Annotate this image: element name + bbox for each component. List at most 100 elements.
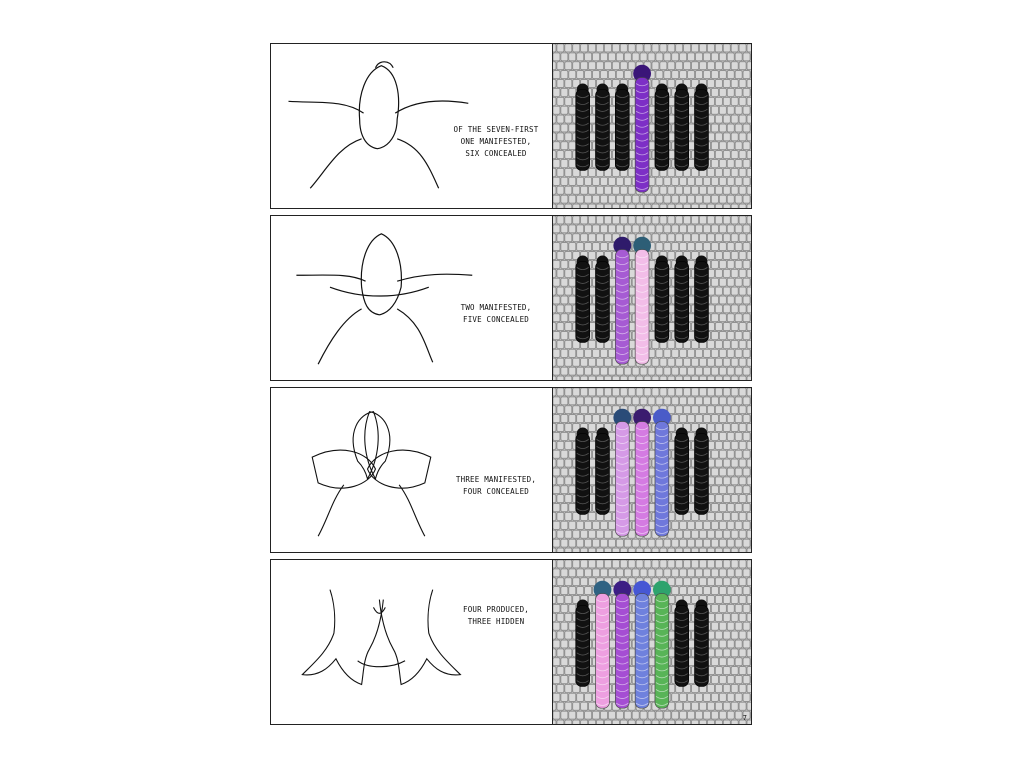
mosaic-tile — [553, 195, 560, 203]
mosaic-tile — [565, 702, 572, 710]
mosaic-tile — [553, 512, 556, 520]
mosaic-tile — [557, 269, 564, 277]
mosaic-tile — [557, 495, 564, 503]
mosaic-tile — [739, 151, 746, 159]
mosaic-tile — [727, 539, 734, 547]
mosaic-tile — [711, 569, 718, 577]
mosaic-tile — [700, 578, 707, 586]
mosaic-tile — [723, 376, 730, 380]
mosaic-tile — [731, 667, 738, 675]
mosaic-tile — [585, 225, 592, 233]
mosaic-tile — [581, 702, 588, 710]
column-body — [635, 78, 649, 193]
mosaic-tile — [719, 658, 726, 666]
mosaic-tile — [727, 88, 734, 96]
mosaic-tile — [715, 424, 722, 432]
mosaic-tile — [672, 587, 679, 595]
mosaic-tile — [565, 97, 572, 105]
mosaic-tile — [735, 676, 742, 684]
mosaic-tile — [561, 693, 568, 701]
mosaic-tile — [553, 97, 556, 105]
mosaic-tile — [601, 367, 608, 375]
mosaic-tile — [652, 376, 659, 380]
mosaic-tile — [696, 539, 703, 547]
mosaic-tile — [553, 569, 560, 577]
mosaic-tile — [565, 530, 572, 538]
mosaic-tile — [604, 376, 611, 380]
mosaic-tile — [569, 468, 576, 476]
mosaic-tile — [692, 376, 699, 380]
mosaic-tile — [680, 225, 687, 233]
mosaic-tile — [735, 260, 742, 268]
mosaic-tile — [668, 548, 675, 552]
mosaic-tile — [620, 62, 627, 70]
mosaic-tile — [553, 287, 556, 295]
mosaic-tile — [688, 177, 695, 185]
mosaic-tile — [743, 225, 750, 233]
mosaic-tile — [700, 560, 707, 568]
mosaic-tile — [707, 80, 714, 88]
mosaic-tile — [656, 177, 663, 185]
mosaic-tile — [565, 578, 572, 586]
concealed-column — [655, 84, 669, 171]
mosaic-tile — [577, 195, 584, 203]
mosaic-tile — [696, 415, 703, 423]
mosaic-tile — [715, 168, 722, 176]
mosaic-tile — [636, 44, 643, 52]
mosaic-tile — [707, 44, 714, 52]
mosaic-tile — [616, 71, 623, 79]
mosaic-tile — [589, 186, 596, 194]
mosaic-tile — [684, 560, 691, 568]
mosaic-tile — [581, 44, 588, 52]
mosaic-tile — [676, 358, 683, 366]
mosaic-tile — [620, 548, 627, 552]
mosaic-tile — [553, 225, 560, 233]
mosaic-tile — [700, 548, 707, 552]
mosaic-tile — [719, 569, 726, 577]
mosaic-tile — [569, 604, 576, 612]
mosaic-tile — [711, 142, 718, 150]
mosaic-tile — [731, 358, 738, 366]
mosaic-tile — [731, 252, 738, 260]
mosaic-tile — [676, 44, 683, 52]
column-body — [635, 594, 649, 709]
mosaic-tile — [747, 216, 751, 224]
mosaic-tile — [723, 44, 730, 52]
mosaic-tile — [573, 720, 580, 724]
mosaic-tile — [676, 204, 683, 208]
mosaic-tile — [608, 711, 615, 719]
mosaic-tile — [727, 468, 734, 476]
mosaic-tile — [735, 415, 742, 423]
mosaic-tile — [735, 160, 742, 168]
mosaic-tile — [672, 225, 679, 233]
concealed-column — [596, 428, 610, 515]
mosaic-tile — [589, 424, 596, 432]
mosaic-tile — [735, 587, 742, 595]
mosaic-tile — [573, 702, 580, 710]
mosaic-tile — [581, 530, 588, 538]
mosaic-tile — [672, 53, 679, 61]
mosaic-tile — [648, 539, 655, 547]
mosaic-tile — [620, 388, 627, 396]
mosaic-tile — [561, 539, 568, 547]
mosaic-tile — [628, 80, 635, 88]
mosaic-tile — [684, 186, 691, 194]
mosaic-tile — [735, 450, 742, 458]
mosaic-tile — [739, 340, 746, 348]
mosaic-tile — [569, 640, 576, 648]
mosaic-tile — [577, 587, 584, 595]
mosaic-tile — [601, 569, 608, 577]
mosaic-tile — [628, 204, 635, 208]
mosaic-tile — [557, 459, 564, 467]
mosaic-tile — [731, 340, 738, 348]
mosaic-tile — [616, 195, 623, 203]
mosaic-tile — [739, 269, 746, 277]
mosaic-tile — [723, 560, 730, 568]
mosaic-tile — [715, 80, 722, 88]
mosaic-tile — [707, 204, 714, 208]
mosaic-tile — [612, 720, 619, 724]
mosaic-tile — [707, 358, 714, 366]
mosaic-tile — [747, 459, 751, 467]
mosaic-tile — [692, 720, 699, 724]
